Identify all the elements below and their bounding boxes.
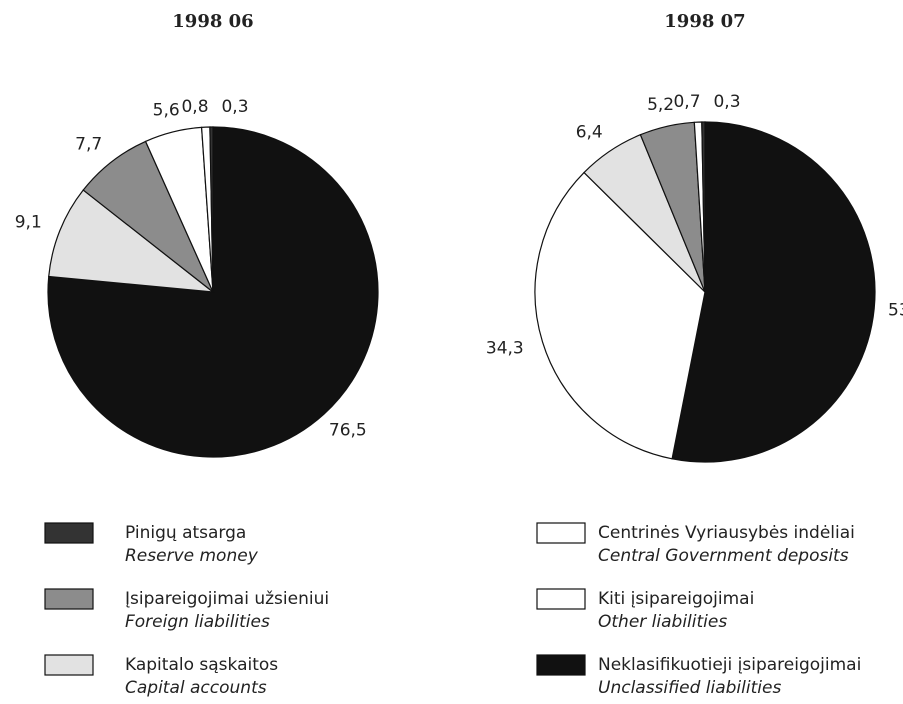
data-label: 34,3	[486, 338, 524, 358]
chart-title: 1998 07	[664, 11, 745, 32]
data-label: 0,7	[673, 92, 700, 112]
legend-label: Pinigų atsarga	[125, 523, 246, 543]
pie-slice	[209, 126, 214, 293]
pie-slice	[701, 121, 706, 293]
legend-label: Neklasifikuotieji įsipareigojimai	[598, 655, 861, 675]
data-label: 7,7	[75, 135, 102, 155]
legend-swatch	[536, 654, 586, 676]
data-label: 76,5	[329, 420, 367, 440]
legend-label: Kiti įsipareigojimai	[598, 589, 754, 609]
data-label: 5,2	[647, 95, 674, 115]
legend-swatch	[44, 654, 94, 676]
legend-label-en: Central Government deposits	[598, 546, 849, 566]
legend-label: Centrinės Vyriausybės indėliai	[598, 523, 855, 543]
pie-slice	[671, 121, 876, 463]
data-label: 0,8	[181, 97, 208, 117]
legend-label-en: Capital accounts	[125, 678, 267, 698]
pie-slice	[534, 171, 706, 460]
legend-swatch	[44, 522, 94, 544]
data-label: 0,3	[713, 92, 740, 112]
data-label: 53,1	[888, 301, 903, 321]
legend-label-en: Other liabilities	[598, 612, 727, 632]
legend-label: Kapitalo sąskaitos	[125, 655, 278, 675]
legend-swatch	[536, 522, 586, 544]
legend-label-en: Unclassified liabilities	[598, 678, 781, 698]
data-label: 6,4	[576, 123, 603, 143]
legend-label-en: Reserve money	[125, 546, 259, 566]
chart-title: 1998 06	[172, 11, 253, 32]
data-label: 5,6	[153, 101, 180, 121]
legend-label-en: Foreign liabilities	[125, 612, 270, 632]
legend-swatch	[536, 588, 586, 610]
data-label: 0,3	[221, 97, 248, 117]
pie-slice	[48, 189, 215, 293]
legend-label: Įsipareigojimai užsieniui	[125, 589, 329, 609]
legend-swatch	[44, 588, 94, 610]
data-label: 9,1	[15, 213, 42, 233]
